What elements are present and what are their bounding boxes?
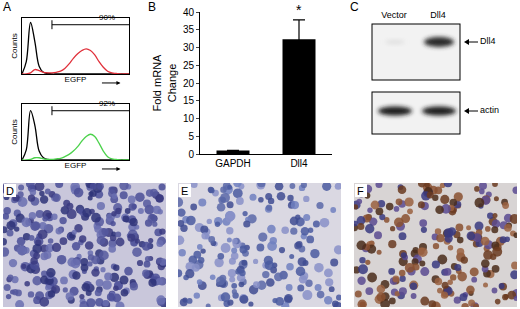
svg-text:GAPDH: GAPDH xyxy=(215,158,251,169)
svg-text:30: 30 xyxy=(183,42,195,53)
svg-text:0: 0 xyxy=(188,149,194,160)
html-text:Dll4: Dll4 xyxy=(430,10,446,20)
html-text:B: B xyxy=(148,0,156,14)
svg-text:15: 15 xyxy=(183,95,195,106)
svg-text:10: 10 xyxy=(183,113,195,124)
svg-text:Dll4: Dll4 xyxy=(290,158,308,169)
svg-text:Fold mRNAChange: Fold mRNAChange xyxy=(151,54,177,112)
svg-text:Counts: Counts xyxy=(10,119,19,144)
svg-text:35: 35 xyxy=(183,24,195,35)
svg-text:92%: 92% xyxy=(99,99,115,108)
svg-text:5: 5 xyxy=(188,131,194,142)
svg-text:EGFP: EGFP xyxy=(65,161,87,170)
svg-text:Counts: Counts xyxy=(10,33,19,58)
svg-text:EGFP: EGFP xyxy=(65,75,87,84)
svg-text:*: * xyxy=(296,2,302,18)
svg-text:D: D xyxy=(6,185,14,197)
html-text:C: C xyxy=(350,0,359,14)
svg-text:25: 25 xyxy=(183,60,195,71)
svg-text:40: 40 xyxy=(183,7,195,18)
html-text:Dll4: Dll4 xyxy=(480,36,496,46)
svg-text:F: F xyxy=(357,185,364,197)
svg-text:E: E xyxy=(181,185,188,197)
svg-text:90%: 90% xyxy=(99,13,115,22)
html-text:A: A xyxy=(3,0,11,14)
html-text:Vector: Vector xyxy=(381,10,407,20)
html-text:actin: actin xyxy=(480,105,499,115)
svg-text:20: 20 xyxy=(183,78,195,89)
